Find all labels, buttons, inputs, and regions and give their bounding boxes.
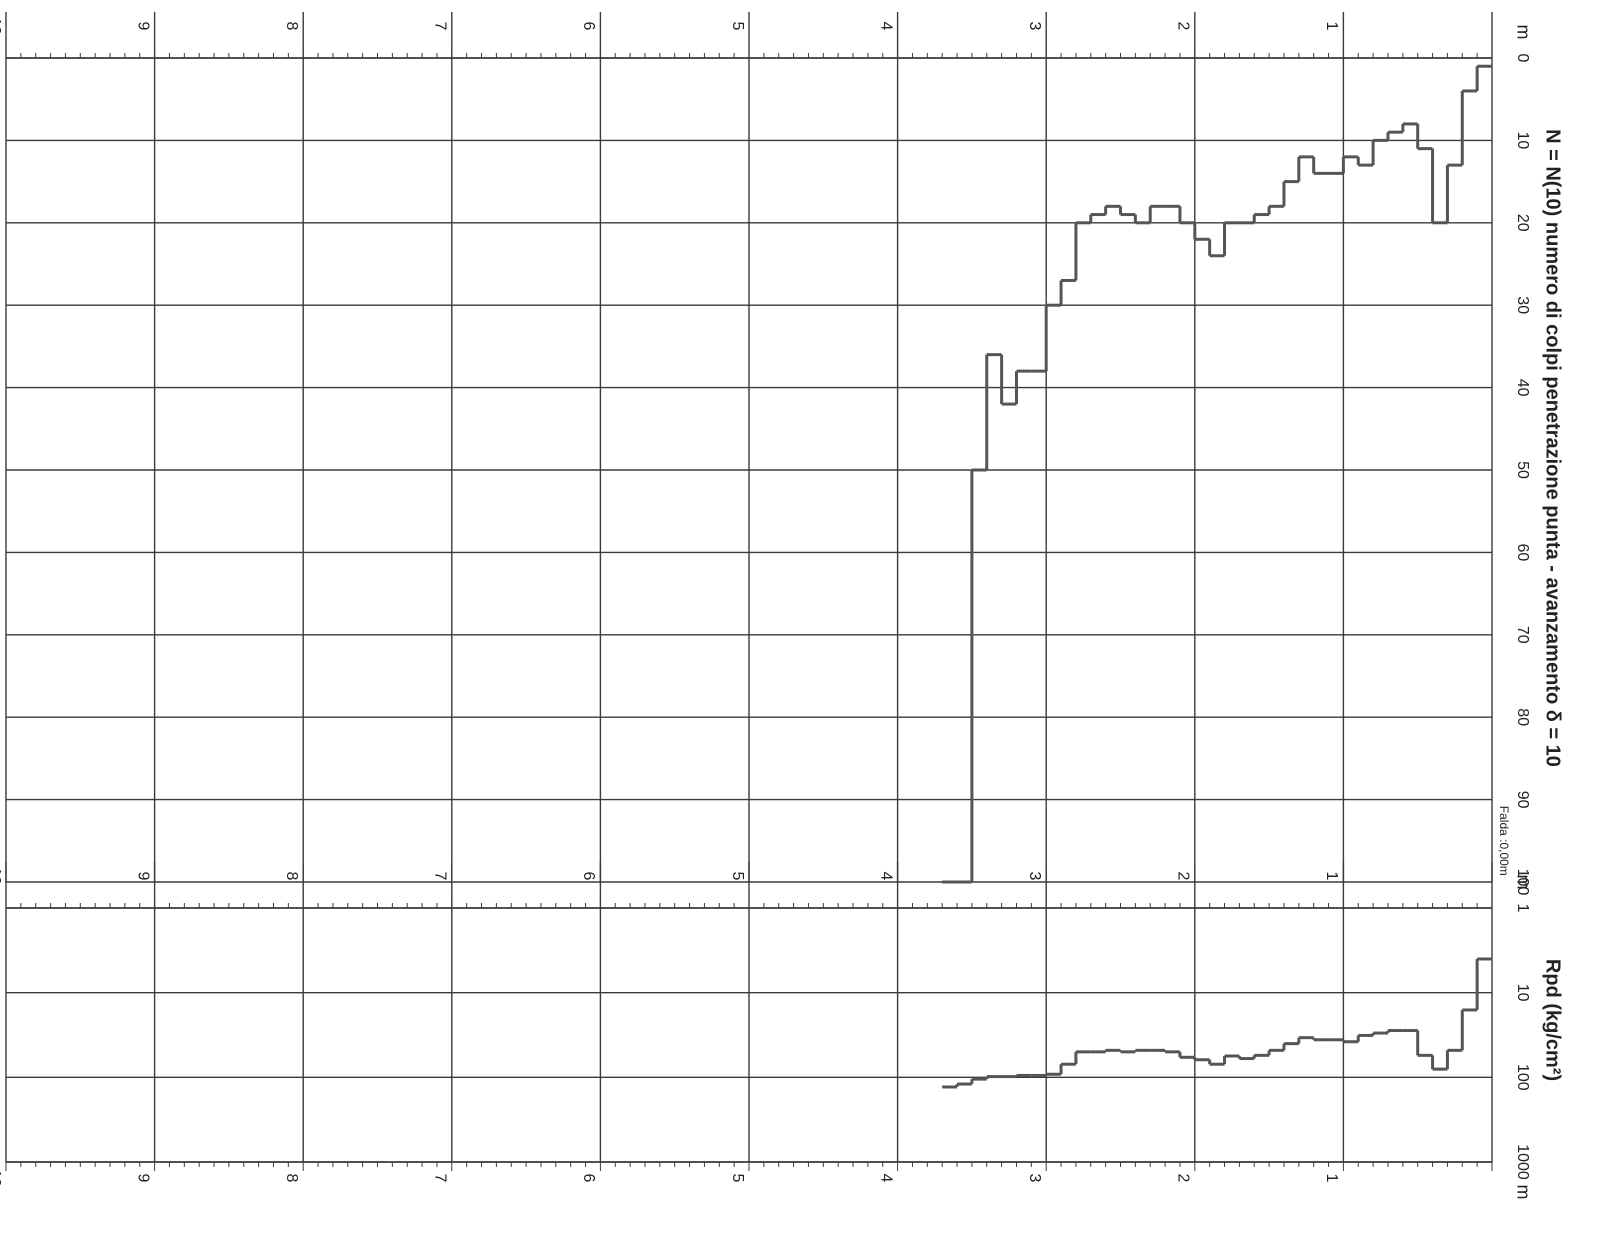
depth-tick-label: 2 <box>1175 22 1192 31</box>
depth-tick-label: 4 <box>877 1174 894 1183</box>
depth-tick-label: 9 <box>134 22 151 31</box>
value-tick-label: 0 <box>1514 54 1531 63</box>
chart-title: Rpd (kg/cm²) <box>1542 959 1564 1081</box>
depth-tick-label: 2 <box>1175 872 1192 881</box>
value-tick-label: 80 <box>1514 708 1531 726</box>
value-tick-label: 40 <box>1514 379 1531 397</box>
value-tick-label: 20 <box>1514 214 1531 232</box>
depth-tick-label: 5 <box>729 22 746 31</box>
depth-tick-label: 3 <box>1026 1174 1043 1183</box>
depth-tick-label: 6 <box>580 1174 597 1183</box>
value-tick-label: 10 <box>1514 984 1531 1002</box>
depth-tick-label: 8 <box>283 872 300 881</box>
depth-tick-label: 3 <box>1026 872 1043 881</box>
depth-tick-label: 8 <box>283 22 300 31</box>
depth-tick-label: 10 <box>0 17 3 35</box>
depth-unit-label: m <box>1513 875 1533 890</box>
depth-tick-label: 7 <box>432 22 449 31</box>
depth-tick-label: 9 <box>134 872 151 881</box>
depth-tick-label: 10 <box>0 1169 3 1187</box>
value-tick-label: 70 <box>1514 626 1531 644</box>
value-tick-label: 50 <box>1514 461 1531 479</box>
depth-tick-label: 5 <box>729 1174 746 1183</box>
value-tick-label: 90 <box>1514 791 1531 809</box>
depth-tick-label: 7 <box>432 1174 449 1183</box>
depth-tick-label: 1 <box>1323 1174 1340 1183</box>
value-tick-label: 10 <box>1514 132 1531 150</box>
value-tick-label: 1 <box>1514 904 1531 913</box>
value-tick-label: 100 <box>1514 1064 1531 1091</box>
depth-tick-label: 6 <box>580 872 597 881</box>
depth-unit-label: m <box>1513 25 1533 40</box>
chart-title: N = N(10) numero di colpi penetrazione p… <box>1542 129 1564 767</box>
depth-tick-label: 4 <box>877 872 894 881</box>
value-tick-label: 100 <box>1514 869 1531 896</box>
depth-tick-label: 3 <box>1026 22 1043 31</box>
depth-tick-label: 5 <box>729 872 746 881</box>
depth-tick-label: 4 <box>877 22 894 31</box>
depth-tick-label: 10 <box>0 867 3 885</box>
depth-tick-label: 7 <box>432 872 449 881</box>
water-table-annotation: Falda :0,00m <box>1497 806 1511 876</box>
depth-tick-label: 2 <box>1175 1174 1192 1183</box>
depth-tick-label: 9 <box>134 1174 151 1183</box>
value-tick-label: 30 <box>1514 296 1531 314</box>
depth-tick-label: 1 <box>1323 872 1340 881</box>
depth-tick-label: 1 <box>1323 22 1340 31</box>
value-tick-label: 60 <box>1514 544 1531 562</box>
value-tick-label: 1000 <box>1514 1144 1531 1180</box>
depth-unit-label: m <box>1513 1185 1533 1200</box>
depth-tick-label: 6 <box>580 22 597 31</box>
depth-tick-label: 8 <box>283 1174 300 1183</box>
